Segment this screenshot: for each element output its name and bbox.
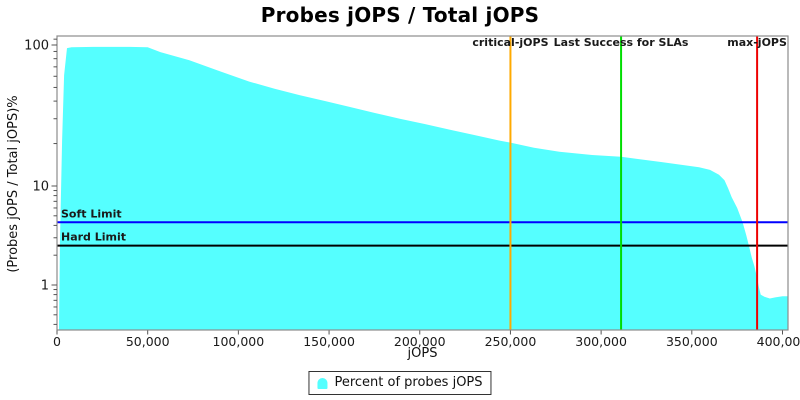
x-tick-label: 250,000 [485, 334, 537, 349]
x-tick-label: 350,000 [666, 334, 718, 349]
x-tick-label: 150,000 [303, 334, 355, 349]
legend-label: Percent of probes jOPS [334, 375, 483, 390]
legend: Percent of probes jOPS [308, 371, 492, 395]
vline-label: max-jOPS [727, 36, 787, 49]
x-tick-label: 50,000 [126, 334, 170, 349]
y-tick-label: 100 [24, 39, 49, 54]
x-axis-label: jOPS [407, 346, 438, 361]
legend-area-marker-icon [317, 377, 328, 389]
y-tick-label: 1 [41, 279, 49, 294]
hline-label: Hard Limit [61, 231, 126, 244]
area-series [59, 46, 788, 331]
x-tick-label: 400,000 [757, 334, 800, 349]
x-tick-label: 200,000 [394, 334, 446, 349]
hline-label: Soft Limit [61, 207, 122, 220]
y-tick-label: 10 [32, 180, 49, 195]
vline-label: critical-jOPS [472, 36, 548, 49]
x-tick-label: 300,000 [575, 334, 627, 349]
x-tick-label: 0 [53, 334, 61, 349]
chart-title: Probes jOPS / Total jOPS [260, 3, 540, 27]
vline-label: Last Success for SLAs [554, 36, 689, 49]
plot-border [56, 35, 789, 331]
x-tick-label: 100,000 [213, 334, 265, 349]
